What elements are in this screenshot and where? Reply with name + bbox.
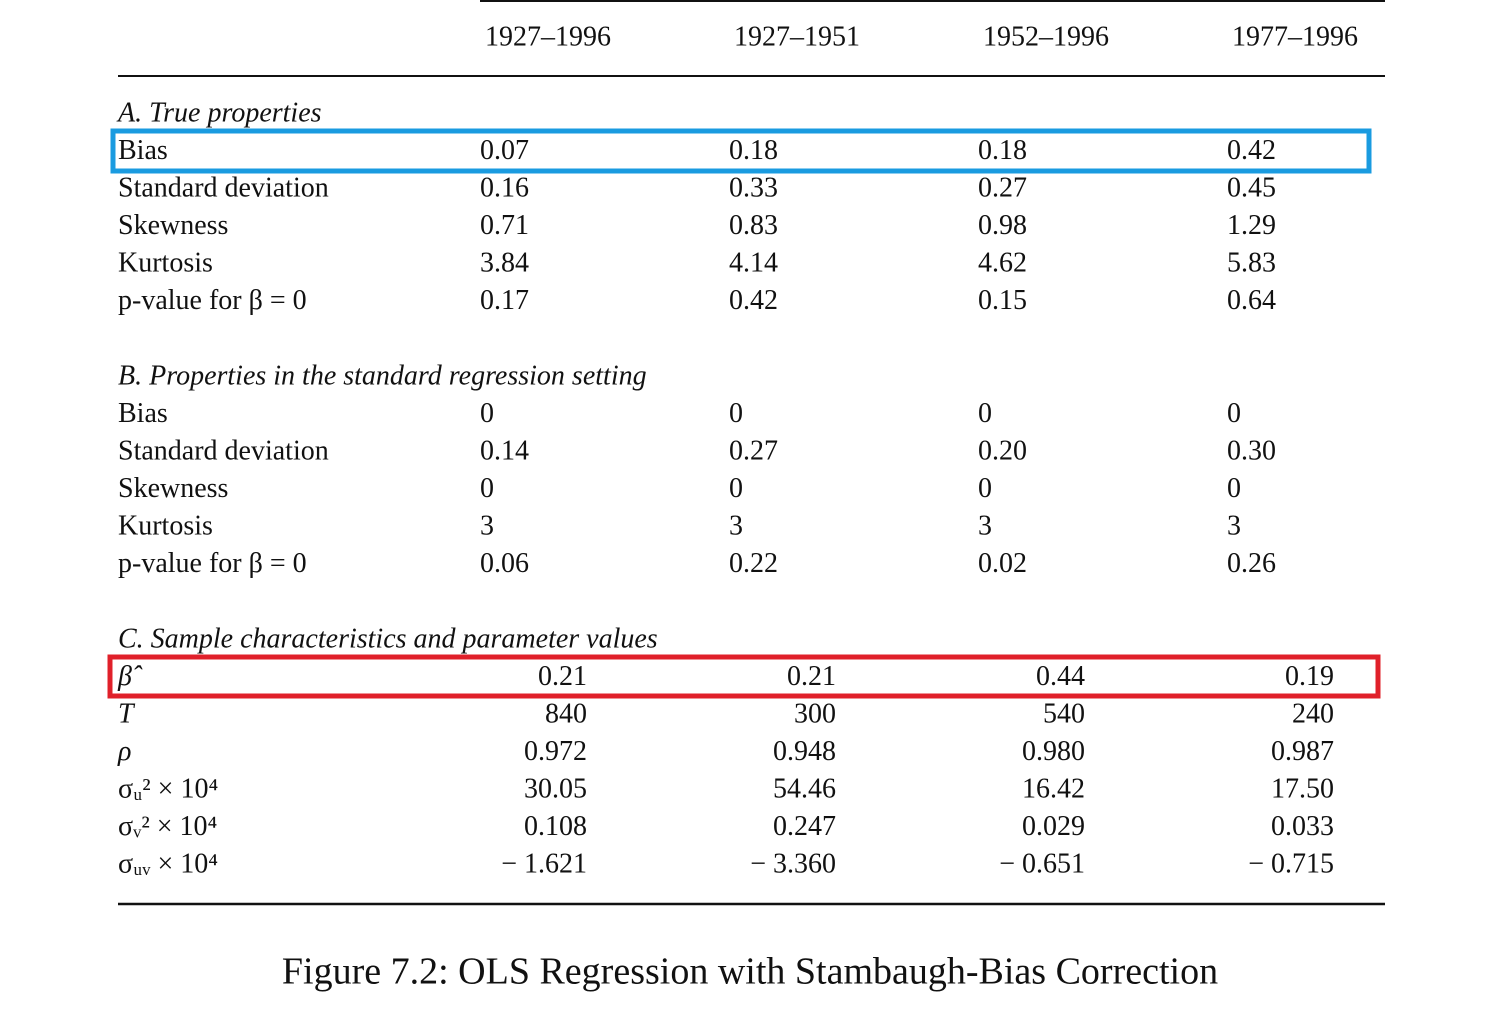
cell: 0.20 (978, 435, 1027, 466)
column-header: 1927–1996 (485, 21, 611, 52)
cell: 0.26 (1227, 548, 1276, 579)
cell: − 0.651 (999, 848, 1085, 879)
cell: 3 (978, 510, 992, 541)
cell: 0.15 (978, 285, 1027, 316)
cell: 0 (1227, 473, 1241, 504)
cell: 0.033 (1271, 811, 1334, 842)
cell: 0.21 (538, 661, 587, 692)
cell: 0.44 (1036, 661, 1085, 692)
cell: 3 (480, 510, 494, 541)
cell: 4.14 (729, 247, 778, 278)
row-label: σᵥ² × 10⁴ (118, 811, 217, 842)
cell: 0.18 (978, 135, 1027, 166)
row-label: ρ (117, 736, 131, 767)
cell: 0 (978, 473, 992, 504)
row-label: Kurtosis (118, 247, 213, 278)
cell: 0.16 (480, 172, 529, 203)
cell: 0.21 (787, 661, 836, 692)
cell: 0 (1227, 398, 1241, 429)
cell: 240 (1292, 698, 1334, 729)
row-label: Standard deviation (118, 435, 329, 466)
cell: 0.42 (729, 285, 778, 316)
cell: 0.972 (524, 736, 587, 767)
column-header: 1977–1996 (1232, 21, 1358, 52)
row-label: Standard deviation (118, 172, 329, 203)
cell: 3.84 (480, 247, 529, 278)
cell: 0.98 (978, 210, 1027, 241)
cell: 0.45 (1227, 172, 1276, 203)
cell: 0.18 (729, 135, 778, 166)
row-label: Bias (118, 135, 168, 166)
cell: 17.50 (1271, 773, 1334, 804)
caption: Figure 7.2: OLS Regression with Stambaug… (282, 951, 1218, 993)
cell: 0.948 (773, 736, 836, 767)
highlight-box (110, 128, 1372, 174)
cell: 3 (729, 510, 743, 541)
cell: 0.30 (1227, 435, 1276, 466)
section-title: B. Properties in the standard regression… (118, 360, 647, 391)
row-label: p-value for β = 0 (118, 548, 307, 579)
cell: 1.29 (1227, 210, 1276, 241)
cell: 0.07 (480, 135, 529, 166)
cell: 4.62 (978, 247, 1027, 278)
cell: 30.05 (524, 773, 587, 804)
cell: 0.14 (480, 435, 529, 466)
column-header: 1927–1951 (734, 21, 860, 52)
row-label: T (118, 698, 136, 729)
cell: 3 (1227, 510, 1241, 541)
row-label: σᵤᵥ × 10⁴ (118, 848, 218, 879)
cell: 0 (729, 398, 743, 429)
cell: 0.247 (773, 811, 836, 842)
highlight-box (107, 654, 1381, 699)
cell: 0.987 (1271, 736, 1334, 767)
cell: 0.22 (729, 548, 778, 579)
row-label: Bias (118, 398, 168, 429)
cell: 540 (1043, 698, 1085, 729)
row-label: β̂ (117, 661, 143, 692)
cell: 840 (545, 698, 587, 729)
cell: 0.27 (729, 435, 778, 466)
cell: 0.980 (1022, 736, 1085, 767)
column-header: 1952–1996 (983, 21, 1109, 52)
cell: − 0.715 (1248, 848, 1334, 879)
cell: 0.029 (1022, 811, 1085, 842)
row-label: p-value for β = 0 (118, 285, 307, 316)
cell: 0.64 (1227, 285, 1276, 316)
cell: 5.83 (1227, 247, 1276, 278)
row-label: Skewness (118, 210, 228, 241)
cell: 0 (480, 473, 494, 504)
cell: 0 (729, 473, 743, 504)
cell: 0 (480, 398, 494, 429)
row-label: Skewness (118, 473, 228, 504)
cell: 0.06 (480, 548, 529, 579)
cell: 0.19 (1285, 661, 1334, 692)
cell: 54.46 (773, 773, 836, 804)
cell: 0.33 (729, 172, 778, 203)
cell: 0.71 (480, 210, 529, 241)
cell: 0.02 (978, 548, 1027, 579)
cell: 300 (794, 698, 836, 729)
cell: 0.42 (1227, 135, 1276, 166)
cell: − 1.621 (501, 848, 587, 879)
section-title: A. True properties (116, 97, 322, 128)
cell: 16.42 (1022, 773, 1085, 804)
cell: − 3.360 (750, 848, 836, 879)
row-label: σᵤ² × 10⁴ (118, 773, 218, 804)
cell: 0 (978, 398, 992, 429)
row-label: Kurtosis (118, 510, 213, 541)
cell: 0.27 (978, 172, 1027, 203)
cell: 0.108 (524, 811, 587, 842)
cell: 0.17 (480, 285, 529, 316)
section-title: C. Sample characteristics and parameter … (118, 623, 658, 654)
cell: 0.83 (729, 210, 778, 241)
